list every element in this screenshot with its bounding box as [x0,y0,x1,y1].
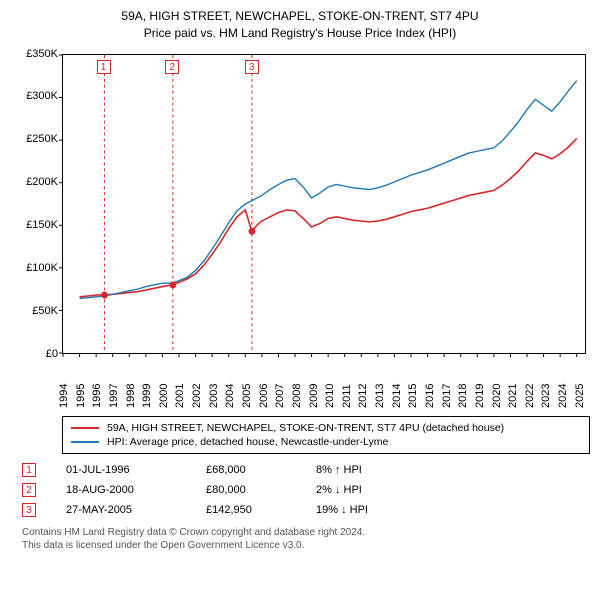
attribution: Contains HM Land Registry data © Crown c… [22,526,590,552]
y-tick-label: £200K [10,176,58,188]
event-marker-1: 1 [97,60,111,74]
attribution-line-2: This data is licensed under the Open Gov… [22,539,590,552]
title-line-1: 59A, HIGH STREET, NEWCHAPEL, STOKE-ON-TR… [10,8,590,25]
event-price: £142,950 [206,504,286,516]
event-marker-3: 3 [245,60,259,74]
event-num-box: 3 [22,503,36,517]
legend-label: 59A, HIGH STREET, NEWCHAPEL, STOKE-ON-TR… [107,422,504,434]
legend-row: HPI: Average price, detached house, Newc… [71,435,581,449]
chart-area: £0£50K£100K£150K£200K£250K£300K£350K1994… [10,50,590,410]
chart-container: 59A, HIGH STREET, NEWCHAPEL, STOKE-ON-TR… [0,0,600,590]
y-tick-label: £50K [10,305,58,317]
events-table: 1 01-JUL-1996 £68,000 8% ↑ HPI 2 18-AUG-2000 £… [22,460,590,520]
event-date: 01-JUL-1996 [66,464,176,476]
title-line-2: Price paid vs. HM Land Registry's House … [10,25,590,42]
event-date: 18-AUG-2000 [66,484,176,496]
attribution-line-1: Contains HM Land Registry data © Crown c… [22,526,590,539]
y-tick-label: £150K [10,219,58,231]
event-pct: 2% ↓ HPI [316,484,416,496]
y-tick-label: £100K [10,262,58,274]
event-pct: 8% ↑ HPI [316,464,416,476]
event-row: 2 18-AUG-2000 £80,000 2% ↓ HPI [22,480,590,500]
event-num-box: 1 [22,463,36,477]
title-block: 59A, HIGH STREET, NEWCHAPEL, STOKE-ON-TR… [0,0,600,46]
plot-svg [63,55,585,353]
plot-area [62,54,586,354]
y-tick-label: £0 [10,348,58,360]
event-date: 27-MAY-2005 [66,504,176,516]
legend-swatch [71,427,99,429]
y-tick-label: £250K [10,133,58,145]
event-marker-2: 2 [165,60,179,74]
series-price_paid [80,138,577,296]
legend-swatch [71,441,99,443]
event-pct: 19% ↓ HPI [316,504,416,516]
event-num-box: 2 [22,483,36,497]
event-price: £80,000 [206,484,286,496]
legend-label: HPI: Average price, detached house, Newc… [107,436,388,448]
event-price: £68,000 [206,464,286,476]
x-tick-label: 2025 [574,383,600,407]
legend: 59A, HIGH STREET, NEWCHAPEL, STOKE-ON-TR… [62,416,590,454]
y-tick-label: £300K [10,90,58,102]
y-tick-label: £350K [10,48,58,60]
series-hpi [80,80,577,298]
event-row: 3 27-MAY-2005 £142,950 19% ↓ HPI [22,500,590,520]
legend-row: 59A, HIGH STREET, NEWCHAPEL, STOKE-ON-TR… [71,421,581,435]
event-row: 1 01-JUL-1996 £68,000 8% ↑ HPI [22,460,590,480]
